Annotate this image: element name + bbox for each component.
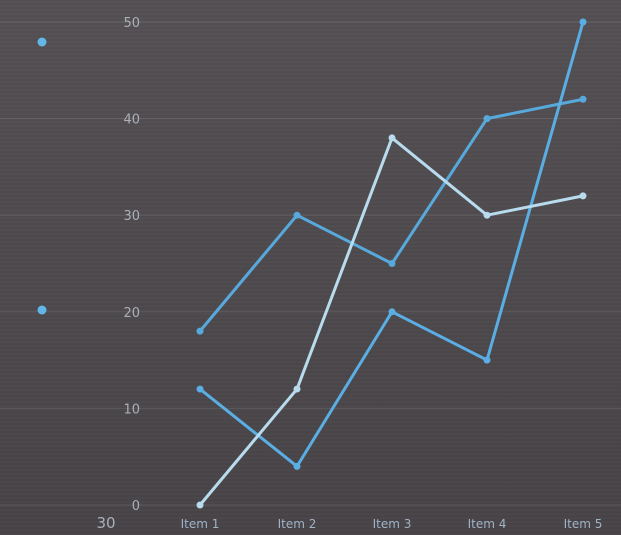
x-tick-label: Item 1	[181, 517, 220, 531]
series-1-point-4	[483, 115, 491, 123]
legend-marker-2	[37, 305, 47, 315]
series-2-point-1	[196, 385, 204, 393]
series-3-point-3	[388, 134, 396, 142]
series-line-2	[198, 20, 585, 468]
y-tick-label: 10	[123, 402, 140, 417]
series-3-point-2	[293, 385, 301, 393]
y-tick-label: 30	[123, 209, 140, 224]
x-tick-label: Item 4	[468, 517, 507, 531]
y-tick-label: 40	[123, 113, 140, 128]
legend	[37, 37, 47, 315]
y-tick-label: 20	[123, 306, 140, 321]
series-1-point-5	[579, 95, 587, 103]
x-tick-label: Item 2	[278, 517, 317, 531]
y-tick-label: 50	[123, 16, 140, 31]
x-axis: 30 Item 1 Item 2 Item 3 Item 4 Item 5	[96, 514, 602, 532]
series-1-point-1	[196, 327, 204, 335]
x-tick-label: Item 3	[373, 517, 412, 531]
data-points	[196, 18, 587, 509]
series-2-point-5	[579, 18, 587, 26]
series-1-point-2	[293, 211, 301, 219]
series-1-point-3	[388, 260, 396, 267]
series-3-point-5	[579, 192, 587, 200]
series-line-3	[198, 136, 585, 507]
x-tick-label: Item 5	[564, 517, 603, 531]
series-2-point-2	[293, 462, 301, 470]
extra-axis-label: 30	[96, 514, 115, 532]
gridlines	[0, 21, 621, 506]
legend-marker-1	[37, 37, 47, 47]
series-3-point-1	[196, 501, 204, 509]
series-2-point-4	[483, 356, 491, 364]
series-3-point-4	[483, 211, 491, 219]
y-tick-label: 0	[132, 499, 140, 514]
series-2-point-3	[388, 308, 396, 316]
y-axis: 0 10 20 30 40 50	[123, 16, 140, 514]
